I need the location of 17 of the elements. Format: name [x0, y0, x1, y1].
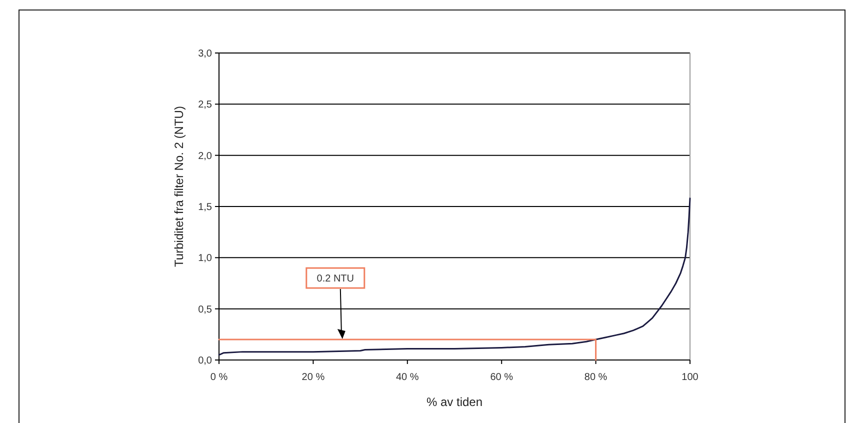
x-tick-label: 80 %	[584, 372, 608, 383]
annotation: 0.2 NTU	[316, 274, 354, 285]
y-tick-label: 0,5	[198, 304, 212, 316]
y-tick-label: 0,0	[198, 356, 212, 366]
y-axis-title: Turbiditet fra filter No. 2 (NTU)	[172, 106, 186, 267]
x-tick-label: 20 %	[302, 372, 325, 383]
y-tick-label: 2,0	[198, 150, 212, 162]
x-tick-label: 60 %	[490, 372, 514, 383]
x-tick-label: 100	[682, 372, 699, 383]
y-tick-label: 2,5	[198, 100, 212, 111]
y-tick-label: 1,0	[198, 253, 212, 264]
x-tick-label: 40 %	[396, 372, 419, 383]
y-tick-label: 1,5	[198, 202, 212, 213]
x-axis-title: % av tiden	[426, 395, 483, 409]
line-series	[218, 198, 691, 356]
y-tick-label: 3,0	[198, 48, 212, 60]
x-tick-label: 0 %	[210, 372, 228, 383]
